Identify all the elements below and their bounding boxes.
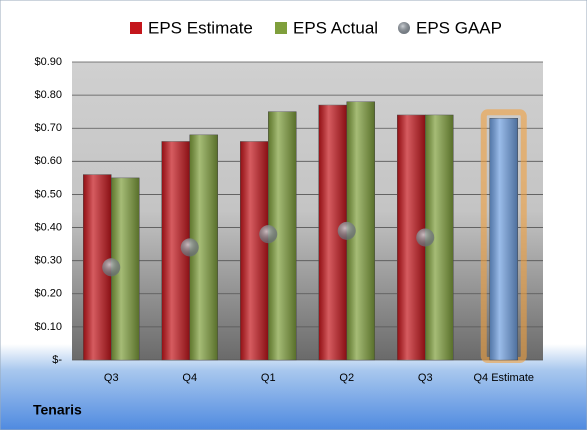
bar-shine [240,141,269,360]
y-tick-label: $- [52,354,62,366]
x-tick-label: Q4 [182,372,197,384]
y-tick-label: $0.60 [34,155,62,167]
gaap-point-shine [180,238,199,257]
gaap-point-shine [259,225,278,244]
y-tick-label: $0.50 [34,188,62,200]
x-tick-label: Q2 [339,372,354,384]
x-tick-label: Q3 [104,372,119,384]
plot-area [72,62,543,360]
legend-swatch [275,22,287,34]
legend-label: EPS Estimate [148,18,253,37]
y-tick-label: $0.90 [34,56,62,68]
bar-shine [489,118,518,361]
gaap-point-shine [337,221,356,240]
y-tick-label: $0.10 [34,321,62,333]
y-tick-label: $0.20 [34,288,62,300]
y-tick-label: $0.80 [34,89,62,101]
gaap-point-shine [102,258,121,277]
x-tick-label: Q4 Estimate [473,372,534,384]
legend-label: EPS Actual [293,18,378,37]
legend-label: EPS GAAP [416,18,502,37]
legend-swatch [398,22,410,34]
y-tick-label: $0.30 [34,255,62,267]
y-tick-label: $0.40 [34,221,62,233]
x-tick-label: Q1 [261,372,276,384]
gaap-point-shine [416,228,435,247]
chart-title: Tenaris [33,402,82,418]
y-tick-label: $0.70 [34,122,62,134]
legend-swatch [130,22,142,34]
x-tick-label: Q3 [418,372,433,384]
